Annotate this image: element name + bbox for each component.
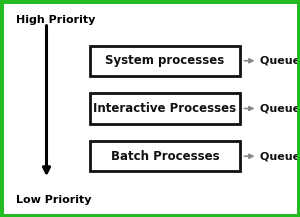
Text: High Priority: High Priority xyxy=(16,15,96,25)
Text: Low Priority: Low Priority xyxy=(16,195,92,205)
Bar xyxy=(90,93,240,124)
Text: Queue 2: Queue 2 xyxy=(260,104,300,113)
Text: Queue 1: Queue 1 xyxy=(260,56,300,66)
Text: Interactive Processes: Interactive Processes xyxy=(93,102,237,115)
Text: Batch Processes: Batch Processes xyxy=(111,150,219,163)
Text: System processes: System processes xyxy=(105,54,225,67)
Bar xyxy=(90,46,240,76)
Bar xyxy=(90,141,240,171)
Text: Queue 3: Queue 3 xyxy=(260,151,300,161)
